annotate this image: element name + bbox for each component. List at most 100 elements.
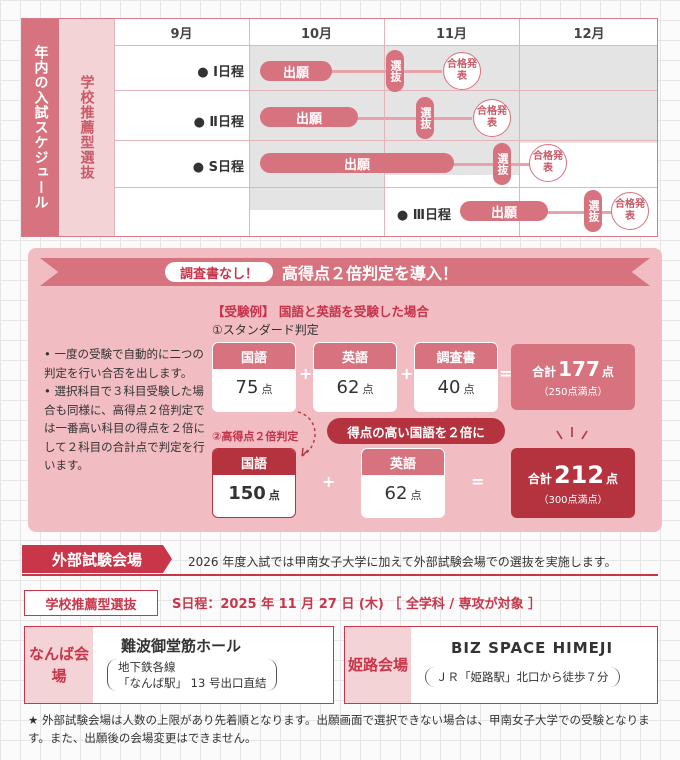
result-circle: 合格発表 xyxy=(443,52,481,90)
total-unit: 点 xyxy=(601,364,614,379)
subject-label: 国語 xyxy=(213,449,295,475)
timeline-connector xyxy=(342,117,472,120)
double-label: ②高得点２倍判定 xyxy=(212,430,299,443)
selection-pill: 選抜 xyxy=(416,97,434,139)
total-value: 212 xyxy=(553,460,605,489)
apply-bar: 出願 xyxy=(260,153,454,173)
score-unit: 点 xyxy=(463,383,475,396)
month-header: 10月 xyxy=(300,26,333,42)
timeline-connector xyxy=(537,211,617,214)
score-unit: 点 xyxy=(261,383,273,396)
subject-label: 英語 xyxy=(362,449,444,475)
total-note: （250点満点） xyxy=(538,386,608,398)
result-circle: 合格発表 xyxy=(611,192,649,230)
dashed-arrow-icon xyxy=(297,411,316,457)
venue-name: 難波御堂筋ホール xyxy=(121,637,242,655)
score-unit: 点 xyxy=(268,489,280,502)
grid-line xyxy=(114,90,657,91)
notes-list: • 一度の受験で自動的に二つの判定を行い合否を出します。 • 選択科目で３科目受… xyxy=(44,345,214,475)
sparkle-icon xyxy=(556,427,588,440)
grid-line xyxy=(114,19,115,236)
timeline-connector xyxy=(322,70,442,73)
total-prefix: 合計 xyxy=(527,471,552,486)
note-item: • 一度の受験で自動的に二つの判定を行い合否を出します。 xyxy=(44,347,204,380)
double-note-pill: 得点の高い国語を２倍に xyxy=(327,418,505,444)
plus-sign: + xyxy=(322,472,336,491)
selection-pill: 選抜 xyxy=(386,50,404,92)
score-value: 40 xyxy=(437,377,461,398)
venue-tag: なんば会場 xyxy=(25,627,93,703)
score-box-report: 調査書 40 点 xyxy=(414,342,498,412)
total-unit: 点 xyxy=(606,471,619,486)
banner-ribbon xyxy=(40,258,650,286)
plus-sign: + xyxy=(299,364,313,383)
grid-line xyxy=(114,140,657,141)
score-unit: 点 xyxy=(362,383,374,396)
apply-label: 出願 xyxy=(295,111,322,127)
standard-label: ①スタンダード判定 xyxy=(212,323,319,337)
grid-line xyxy=(249,19,250,236)
schedule-title: 年内の入試スケジュール xyxy=(22,19,59,236)
banner-headline: 高得点２倍判定を導入！ xyxy=(282,264,459,283)
subject-label: 英語 xyxy=(314,343,396,369)
venue-access: ＪＲ「姫路駅」北口から徒歩７分 xyxy=(425,667,620,687)
schedule-table: 年内の入試スケジュール 学校推薦型選抜 9月 10月 11月 12月 ● Ⅰ日程… xyxy=(21,18,658,237)
banner-pill: 調査書なし！ xyxy=(165,262,273,282)
venue-name: BIZ SPACE HIMEJI xyxy=(451,639,614,657)
venue-body: BIZ SPACE HIMEJI ＪＲ「姫路駅」北口から徒歩７分 xyxy=(411,627,657,703)
score-value: 75 xyxy=(235,377,259,398)
venue-card-namba: なんば会場 難波御堂筋ホール 地下鉄各線 「なんば駅」 13 号出口直結 xyxy=(24,626,334,704)
venue-access-line: 「なんば駅」 13 号出口直結 xyxy=(118,676,267,690)
venue-access-line: 地下鉄各線 xyxy=(118,660,176,674)
selection-pill: 選抜 xyxy=(584,190,602,232)
shade-december xyxy=(519,45,657,143)
external-venue-badge: 外部試験会場 xyxy=(22,545,172,573)
total-note: （300点満点） xyxy=(538,494,608,506)
month-header: 11月 xyxy=(435,26,468,42)
score-unit: 点 xyxy=(410,489,422,502)
plus-sign: + xyxy=(400,364,414,383)
double-total-box: 合計 212 点 （300点満点） xyxy=(511,448,635,518)
apply-label: 出願 xyxy=(282,65,309,81)
row-label: ● S日程 xyxy=(192,160,244,175)
venue-card-himeji: 姫路会場 BIZ SPACE HIMEJI ＪＲ「姫路駅」北口から徒歩７分 xyxy=(344,626,658,704)
equals-sign: = xyxy=(499,364,513,383)
grid-line xyxy=(384,19,385,236)
subject-label: 国語 xyxy=(213,343,295,369)
note-item: • 選択科目で３科目受験した場合も同様に、高得点２倍判定では一番高い科目の得点を… xyxy=(44,384,205,472)
month-header: 12月 xyxy=(573,26,605,42)
grid-line xyxy=(114,187,657,188)
score-value: 62 xyxy=(384,483,408,504)
grid-line xyxy=(519,19,520,236)
score-value: 150 xyxy=(228,483,266,504)
score-value: 62 xyxy=(336,377,360,398)
double-box-japanese: 国語 150 点 xyxy=(212,448,296,518)
total-value: 177 xyxy=(558,356,600,381)
standard-total-box: 合計 177 点 （250点満点） xyxy=(511,344,635,410)
row-label: ● Ⅲ日程 xyxy=(396,208,451,223)
row-label: ● Ⅱ日程 xyxy=(193,115,244,130)
s-schedule-date: S日程：2025 年 11 月 27 日 (木) ［ 全学科 / 専攻が対象 ］ xyxy=(172,597,542,612)
subject-label: 調査書 xyxy=(415,343,497,369)
row-label: ● Ⅰ日程 xyxy=(197,65,244,80)
schedule-subtitle: 学校推薦型選抜 xyxy=(59,19,114,236)
venue-access: 地下鉄各線 「なんば駅」 13 号出口直結 xyxy=(107,659,278,691)
venue-access-line: ＪＲ「姫路駅」北口から徒歩７分 xyxy=(436,670,609,684)
apply-bar: 出願 xyxy=(260,61,332,81)
external-description: 2026 年度入試では甲南女子大学に加えて外部試験会場での選抜を実施します。 xyxy=(188,555,617,569)
example-title: 【受験例】 国語と英語を受験した場合 xyxy=(212,304,429,319)
total-prefix: 合計 xyxy=(532,364,557,379)
double-box-english: 英語 62 点 xyxy=(361,448,445,518)
apply-label: 出願 xyxy=(490,205,517,221)
grid-line xyxy=(114,45,657,46)
venue-tag: 姫路会場 xyxy=(345,627,411,703)
equals-sign: = xyxy=(471,472,485,491)
selection-pill: 選抜 xyxy=(493,143,511,185)
admission-type-box: 学校推薦型選抜 xyxy=(24,590,158,616)
section-underline xyxy=(22,574,658,576)
month-header: 9月 xyxy=(170,26,193,42)
apply-bar: 出願 xyxy=(260,107,358,127)
score-box-english: 英語 62 点 xyxy=(313,342,397,412)
apply-bar: 出願 xyxy=(460,201,548,221)
result-circle: 合格発表 xyxy=(473,99,511,137)
